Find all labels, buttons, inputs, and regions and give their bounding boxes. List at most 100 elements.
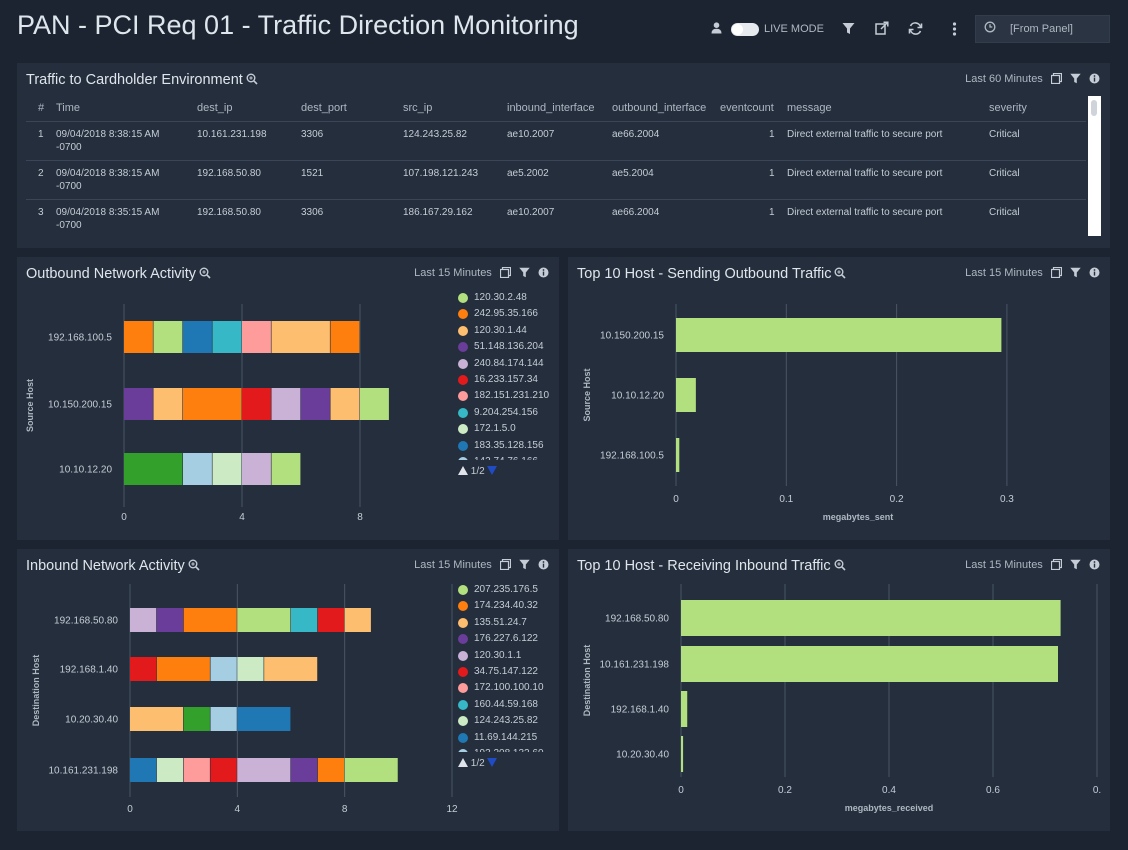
- panel-time-range[interactable]: Last 15 Minutes: [965, 559, 1043, 571]
- filter-icon[interactable]: [842, 22, 855, 38]
- info-icon[interactable]: [1089, 267, 1100, 281]
- column-header[interactable]: dest_ip: [197, 102, 233, 114]
- table-scrollbar[interactable]: [1088, 96, 1101, 236]
- info-icon[interactable]: [1089, 73, 1100, 87]
- column-header[interactable]: src_ip: [403, 102, 433, 114]
- bar-segment: [301, 388, 330, 420]
- legend-swatch: [458, 342, 468, 353]
- cell-message: Direct external traffic to secure port: [787, 129, 943, 140]
- column-header[interactable]: Time: [56, 102, 81, 114]
- category-label: 192.168.100.5: [48, 333, 112, 344]
- info-icon[interactable]: [1089, 559, 1100, 573]
- legend-label: 207.235.176.5: [474, 584, 538, 595]
- legend-next-icon[interactable]: [487, 466, 498, 475]
- scrollbar-thumb[interactable]: [1091, 100, 1097, 116]
- outbound-legend: 120.30.2.48 242.95.35.166 120.30.1.44 51.14…: [458, 292, 556, 460]
- cell-dest-port: 3306: [301, 207, 324, 218]
- top-receiving-panel: Top 10 Host - Receiving Inbound Traffic …: [568, 549, 1110, 831]
- cell-outbound-interface: ae5.2004: [612, 168, 654, 179]
- x-tick-label: 0: [673, 494, 679, 505]
- more-options-icon[interactable]: [952, 22, 957, 39]
- bar-segment: [242, 388, 271, 420]
- legend-swatch: [458, 601, 468, 612]
- cell-time: 09/04/2018 8:38:15 AM: [56, 129, 160, 140]
- zoom-icon[interactable]: [188, 559, 200, 571]
- cell-message: Direct external traffic to secure port: [787, 168, 943, 179]
- cell-message: Direct external traffic to secure port: [787, 207, 943, 218]
- stack-icon[interactable]: [1050, 266, 1062, 281]
- x-tick-label: 4: [235, 804, 241, 815]
- cell-inbound-interface: ae10.2007: [507, 129, 555, 140]
- refresh-icon[interactable]: [908, 21, 923, 39]
- bar: [676, 378, 696, 412]
- filter-icon[interactable]: [1070, 73, 1081, 87]
- filter-icon[interactable]: [519, 559, 530, 573]
- column-header[interactable]: eventcount: [720, 102, 774, 114]
- cell-time: 09/04/2018 8:35:15 AM: [56, 207, 160, 218]
- bar-segment: [124, 321, 153, 353]
- legend-label: 193.208.132.60: [474, 748, 544, 752]
- zoom-icon[interactable]: [834, 559, 846, 571]
- panel-meta: Last 15 Minutes: [965, 558, 1100, 573]
- bar-segment: [237, 707, 291, 731]
- stack-icon[interactable]: [499, 558, 511, 573]
- clock-icon: [984, 21, 996, 36]
- cell-eventcount: 1: [769, 168, 775, 179]
- y-axis-label: Source Host: [25, 379, 35, 432]
- panel-time-range[interactable]: Last 15 Minutes: [414, 267, 492, 279]
- y-axis-label: Source Host: [582, 368, 592, 421]
- legend-prev-icon[interactable]: [458, 466, 468, 475]
- legend-swatch: [458, 634, 468, 645]
- cell-time-offset: -0700: [56, 142, 82, 153]
- stack-icon[interactable]: [499, 266, 511, 281]
- filter-icon[interactable]: [1070, 267, 1081, 281]
- stack-icon[interactable]: [1050, 558, 1062, 573]
- row-number: 1: [38, 129, 44, 140]
- legend-label: 160.44.59.168: [474, 698, 538, 710]
- legend-prev-icon[interactable]: [458, 758, 468, 767]
- column-header[interactable]: #: [38, 102, 45, 114]
- info-icon[interactable]: [538, 267, 549, 281]
- x-tick-label: 0: [678, 785, 684, 796]
- filter-icon[interactable]: [1070, 559, 1081, 573]
- inbound-legend: 207.235.176.5 174.234.40.32 135.51.24.7 176…: [458, 584, 556, 752]
- category-label: 192.168.100.5: [600, 451, 664, 462]
- share-icon[interactable]: [875, 21, 889, 38]
- legend-swatch: [458, 375, 468, 385]
- panel-title: Top 10 Host - Receiving Inbound Traffic: [577, 558, 846, 574]
- bar-segment: [156, 608, 184, 632]
- column-header[interactable]: message: [787, 102, 832, 114]
- panel-time-range[interactable]: Last 15 Minutes: [965, 267, 1043, 279]
- time-range-picker[interactable]: [From Panel]: [975, 15, 1110, 43]
- legend-swatch: [458, 617, 468, 628]
- zoom-icon[interactable]: [834, 267, 847, 279]
- column-header[interactable]: severity: [989, 102, 1027, 114]
- category-label: 10.20.30.40: [65, 715, 118, 726]
- live-mode-toggle[interactable]: [731, 23, 759, 36]
- column-header[interactable]: inbound_interface: [507, 102, 595, 114]
- user-icon[interactable]: [711, 22, 722, 37]
- cell-eventcount: 1: [769, 207, 775, 218]
- x-tick-label: 0.1: [779, 494, 793, 505]
- panel-time-range[interactable]: Last 15 Minutes: [414, 559, 492, 571]
- bar-segment: [242, 453, 271, 485]
- zoom-icon[interactable]: [246, 73, 258, 85]
- column-header[interactable]: dest_port: [301, 102, 347, 114]
- panel-time-range[interactable]: Last 60 Minutes: [965, 73, 1043, 85]
- cell-dest-ip: 192.168.50.80: [197, 207, 261, 218]
- zoom-icon[interactable]: [199, 267, 211, 279]
- legend-swatch: [458, 309, 468, 320]
- bar-segment: [237, 657, 264, 681]
- stack-icon[interactable]: [1050, 72, 1062, 87]
- info-icon[interactable]: [538, 559, 549, 573]
- filter-icon[interactable]: [519, 267, 530, 281]
- legend-swatch: [458, 749, 468, 752]
- x-tick-label: 8: [357, 512, 363, 523]
- x-tick-label: 0.: [1093, 785, 1101, 796]
- column-header[interactable]: outbound_interface: [612, 102, 707, 114]
- legend-label: 172.100.100.10: [474, 682, 544, 694]
- legend-next-icon[interactable]: [487, 758, 498, 767]
- bar: [676, 318, 1002, 352]
- traffic-table-panel: Traffic to Cardholder Environment Last 6…: [17, 63, 1110, 248]
- bar-segment: [183, 608, 237, 632]
